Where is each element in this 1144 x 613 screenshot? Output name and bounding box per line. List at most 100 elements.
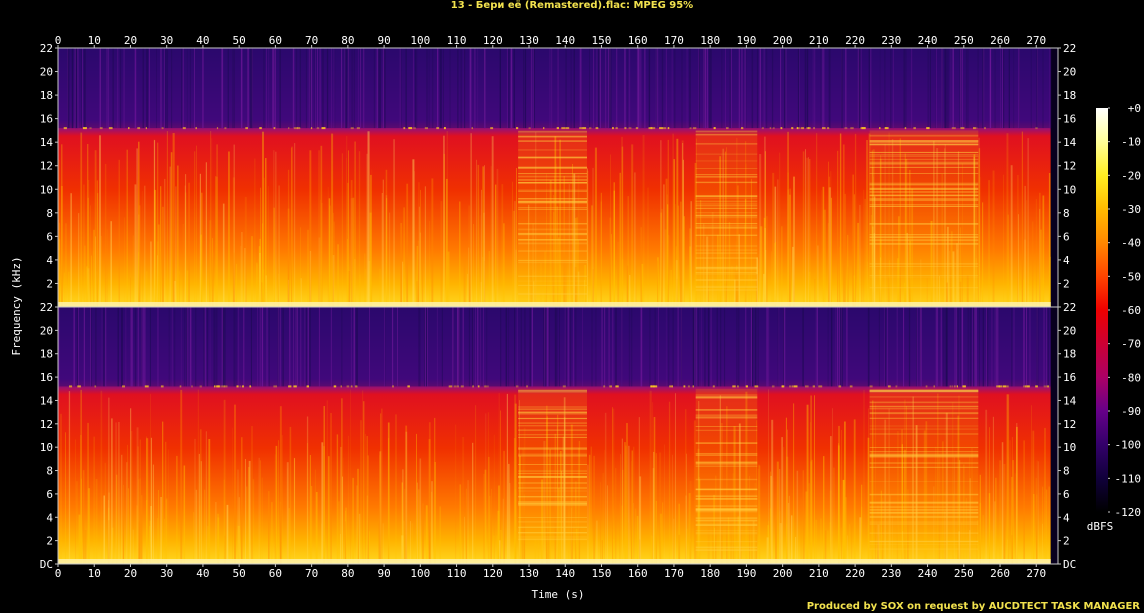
transient-streak [670, 270, 672, 307]
transient-streak [174, 281, 176, 307]
transient-streak [959, 485, 961, 564]
harmonic-line [518, 408, 587, 411]
hf-streak [548, 307, 550, 387]
cutoff-dash [471, 127, 473, 130]
transient-streak [944, 148, 946, 307]
cutoff-dash [671, 385, 673, 388]
hf-streak [668, 307, 670, 387]
transient-streak [631, 516, 632, 564]
y-tick-label-right: 8 [1063, 207, 1070, 220]
harmonic-line [695, 508, 758, 510]
hf-streak [812, 48, 814, 129]
hf-streak [120, 48, 122, 129]
transient-streak [712, 508, 714, 564]
transient-streak [612, 407, 613, 564]
hf-streak [960, 48, 961, 129]
hf-streak [499, 48, 501, 129]
hf-streak [994, 307, 996, 387]
transient-streak [500, 410, 501, 564]
colorbar-tick-label: -40 [1121, 237, 1141, 250]
transient-streak [530, 269, 532, 307]
cutoff-dash [806, 127, 810, 130]
transient-streak [286, 462, 289, 564]
harmonic-line [518, 496, 587, 498]
hf-streak [341, 307, 343, 387]
transient-streak [889, 495, 891, 564]
transient-streak [700, 200, 702, 307]
transient-streak [216, 176, 218, 307]
transient-streak [969, 530, 971, 564]
transient-streak [336, 434, 339, 564]
hf-streak [296, 48, 298, 129]
hf-streak [499, 48, 501, 129]
transient-streak [1031, 221, 1034, 307]
hf-streak [391, 307, 393, 387]
hf-streak [1050, 48, 1052, 129]
harmonic-line [518, 538, 587, 539]
transient-streak [785, 417, 787, 564]
hf-streak [1018, 48, 1019, 129]
cutoff-dash [796, 127, 799, 130]
transient-streak [829, 171, 832, 307]
transient-streak [395, 414, 397, 564]
hf-streak [649, 307, 651, 387]
transient-streak [149, 520, 151, 564]
transient-streak [839, 247, 841, 307]
transient-streak [337, 244, 339, 307]
harmonic-line [695, 207, 758, 209]
transient-streak [602, 472, 604, 564]
cutoff-dash [805, 385, 809, 388]
hf-streak [845, 48, 847, 129]
harmonic-line [869, 521, 979, 523]
transient-streak [601, 540, 603, 564]
harmonic-line [695, 520, 758, 522]
transient-streak [875, 401, 877, 564]
dc-band [58, 302, 1051, 307]
hf-streak [307, 307, 310, 387]
transient-streak [88, 488, 90, 564]
transient-streak [992, 170, 995, 307]
transient-streak [333, 221, 335, 307]
transient-streak [697, 448, 700, 564]
hf-streak [916, 307, 917, 387]
transient-streak [81, 478, 82, 564]
transient-streak [1042, 195, 1045, 307]
hf-streak [508, 48, 510, 129]
cutoff-dash [562, 385, 566, 388]
transient-streak [68, 391, 71, 564]
transient-streak [431, 178, 434, 307]
transient-streak [484, 260, 486, 307]
x-tick-label-top: 110 [447, 34, 467, 47]
transient-streak [745, 391, 748, 564]
transient-streak [244, 248, 246, 307]
transient-streak [841, 429, 842, 564]
transient-streak [982, 515, 985, 564]
transient-streak [200, 234, 202, 307]
cutoff-dash [862, 127, 866, 130]
silence-region [1050, 307, 1058, 564]
hf-streak [816, 307, 818, 387]
transient-streak [591, 205, 593, 307]
transient-streak [652, 468, 655, 564]
hf-streak [164, 48, 165, 129]
cutoff-dash [772, 127, 775, 130]
hf-streak [300, 307, 302, 387]
transient-streak [719, 156, 721, 307]
cutoff-dash [782, 385, 785, 388]
harmonic-line [869, 466, 979, 468]
hf-streak [282, 307, 284, 387]
cutoff-dash [822, 127, 826, 130]
harmonic-line [869, 406, 979, 408]
cutoff-dash [844, 127, 848, 130]
transient-streak [715, 475, 717, 564]
hf-streak [1047, 307, 1049, 387]
harmonic-line [518, 189, 587, 192]
transient-streak [600, 201, 602, 307]
transient-streak [328, 456, 330, 564]
transient-streak [1037, 461, 1039, 564]
harmonic-line [695, 530, 758, 532]
transient-streak [808, 483, 811, 564]
cutoff-dash [63, 127, 67, 130]
transient-streak [340, 534, 341, 564]
transient-streak [681, 140, 684, 307]
